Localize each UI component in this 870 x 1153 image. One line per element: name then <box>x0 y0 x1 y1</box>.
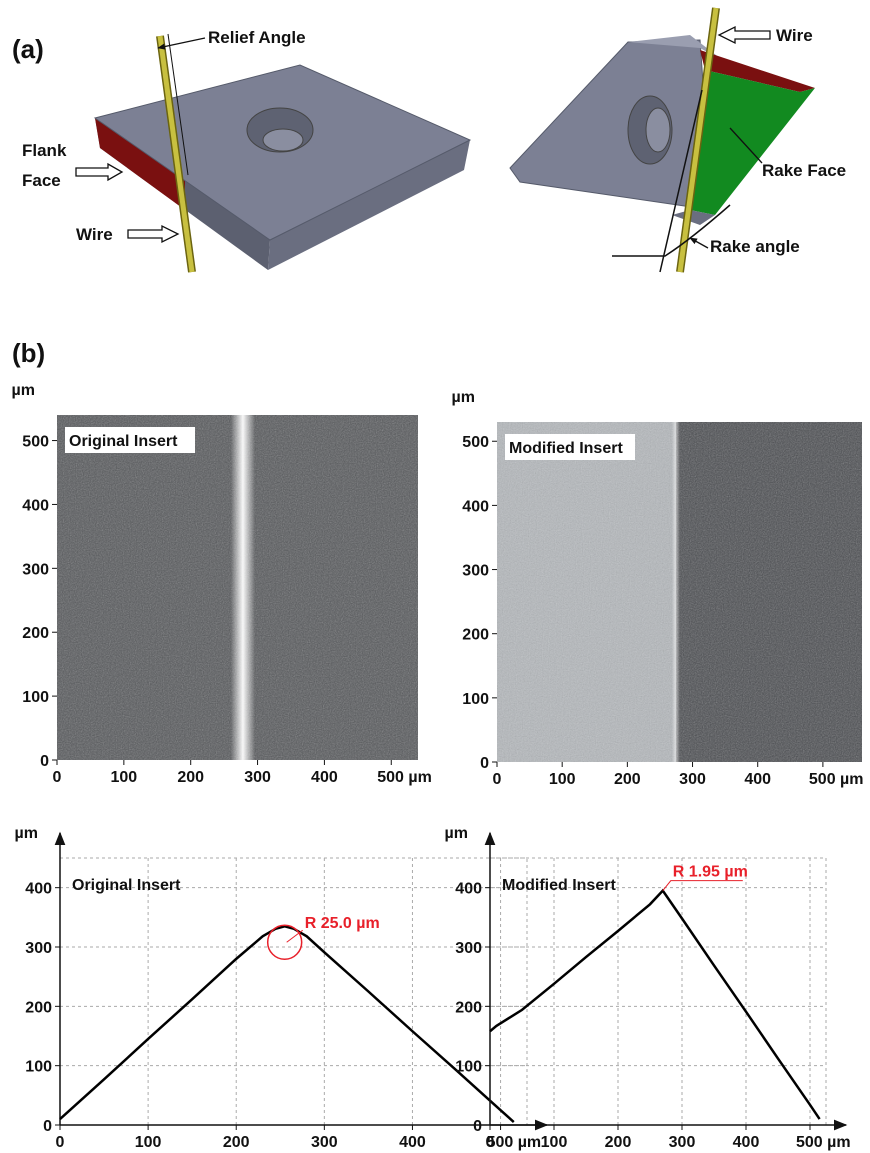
profile-line <box>490 891 820 1119</box>
chart-title: Original Insert <box>69 433 178 450</box>
x-tick-label: 0 <box>53 769 62 786</box>
y-tick-label: 200 <box>462 627 489 644</box>
y-tick-label: 400 <box>455 881 482 898</box>
annotation: Wire <box>76 225 113 244</box>
y-tick-label: 0 <box>473 1118 482 1135</box>
y-tick-label: 300 <box>22 561 49 578</box>
x-tick-label: 400 <box>733 1134 760 1151</box>
x-tick-label: 500 µm <box>809 771 864 788</box>
annotation: Flank <box>22 141 67 160</box>
y-tick-label: 400 <box>25 881 52 898</box>
x-tick-label: 0 <box>493 771 502 788</box>
y-tick-label: 200 <box>455 999 482 1016</box>
x-tick-label: 100 <box>111 769 138 786</box>
x-tick-label: 100 <box>549 771 576 788</box>
y-axis-label: µm <box>445 825 468 842</box>
x-tick-label: 500 µm <box>487 1134 542 1151</box>
y-tick-label: 100 <box>22 689 49 706</box>
right-insert <box>510 8 815 272</box>
radius-circle <box>268 925 302 959</box>
chart-title: Modified Insert <box>509 440 623 457</box>
x-tick-label: 300 <box>311 1134 338 1151</box>
x-tick-label: 300 <box>679 771 706 788</box>
x-tick-label: 500 µm <box>796 1134 851 1151</box>
x-tick-label: 0 <box>486 1134 495 1151</box>
y-tick-label: 100 <box>25 1059 52 1076</box>
x-tick-label: 0 <box>56 1134 65 1151</box>
annotation: Rake Face <box>762 161 846 180</box>
plot-border <box>490 858 826 1125</box>
x-tick-label: 300 <box>244 769 271 786</box>
chart-title: Original Insert <box>72 877 181 894</box>
y-tick-label: 200 <box>22 625 49 642</box>
y-tick-label: 300 <box>25 940 52 957</box>
y-tick-label: 300 <box>455 940 482 957</box>
panel-label: (b) <box>12 338 45 368</box>
y-tick-label: 400 <box>22 497 49 514</box>
y-tick-label: 100 <box>455 1059 482 1076</box>
y-tick-label: 0 <box>480 755 489 772</box>
x-tick-label: 400 <box>311 769 338 786</box>
x-tick-label: 300 <box>669 1134 696 1151</box>
y-tick-label: 200 <box>25 999 52 1016</box>
x-tick-label: 500 µm <box>377 769 432 786</box>
annotation: R 25.0 µm <box>305 915 380 932</box>
x-tick-label: 200 <box>605 1134 632 1151</box>
y-axis-label: µm <box>12 382 35 399</box>
edge-band <box>231 415 255 760</box>
y-tick-label: 400 <box>462 498 489 515</box>
y-tick-label: 300 <box>462 563 489 580</box>
panel-label: (a) <box>12 34 44 64</box>
annotation: R 1.95 µm <box>673 864 748 881</box>
y-axis-label: µm <box>452 389 475 406</box>
y-tick-label: 500 <box>462 434 489 451</box>
annotation-leader <box>663 881 743 891</box>
x-tick-label: 200 <box>177 769 204 786</box>
x-tick-label: 100 <box>541 1134 568 1151</box>
x-tick-label: 100 <box>135 1134 162 1151</box>
figure: (a) Relief Angle Flank Face Wire Wire Ra… <box>0 0 870 1153</box>
plot-border <box>60 858 527 1125</box>
y-tick-label: 500 <box>22 434 49 451</box>
chart-title: Modified Insert <box>502 877 616 894</box>
annotation: Relief Angle <box>208 28 306 47</box>
y-tick-label: 0 <box>43 1118 52 1135</box>
y-tick-label: 0 <box>40 753 49 770</box>
annotation: Wire <box>776 26 813 45</box>
x-tick-label: 400 <box>399 1134 426 1151</box>
y-axis-label: µm <box>15 825 38 842</box>
profile-line <box>60 926 514 1122</box>
x-tick-label: 400 <box>744 771 771 788</box>
annotation: Face <box>22 171 61 190</box>
edge-band <box>672 422 680 762</box>
x-tick-label: 200 <box>614 771 641 788</box>
y-tick-label: 100 <box>462 691 489 708</box>
x-tick-label: 200 <box>223 1134 250 1151</box>
annotation: Rake angle <box>710 237 800 256</box>
